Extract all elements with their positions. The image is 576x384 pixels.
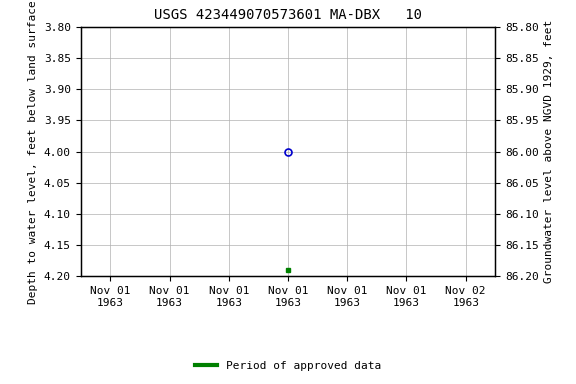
Title: USGS 423449070573601 MA-DBX   10: USGS 423449070573601 MA-DBX 10	[154, 8, 422, 22]
Legend: Period of approved data: Period of approved data	[191, 357, 385, 376]
Y-axis label: Depth to water level, feet below land surface: Depth to water level, feet below land su…	[28, 0, 39, 304]
Y-axis label: Groundwater level above NGVD 1929, feet: Groundwater level above NGVD 1929, feet	[544, 20, 554, 283]
